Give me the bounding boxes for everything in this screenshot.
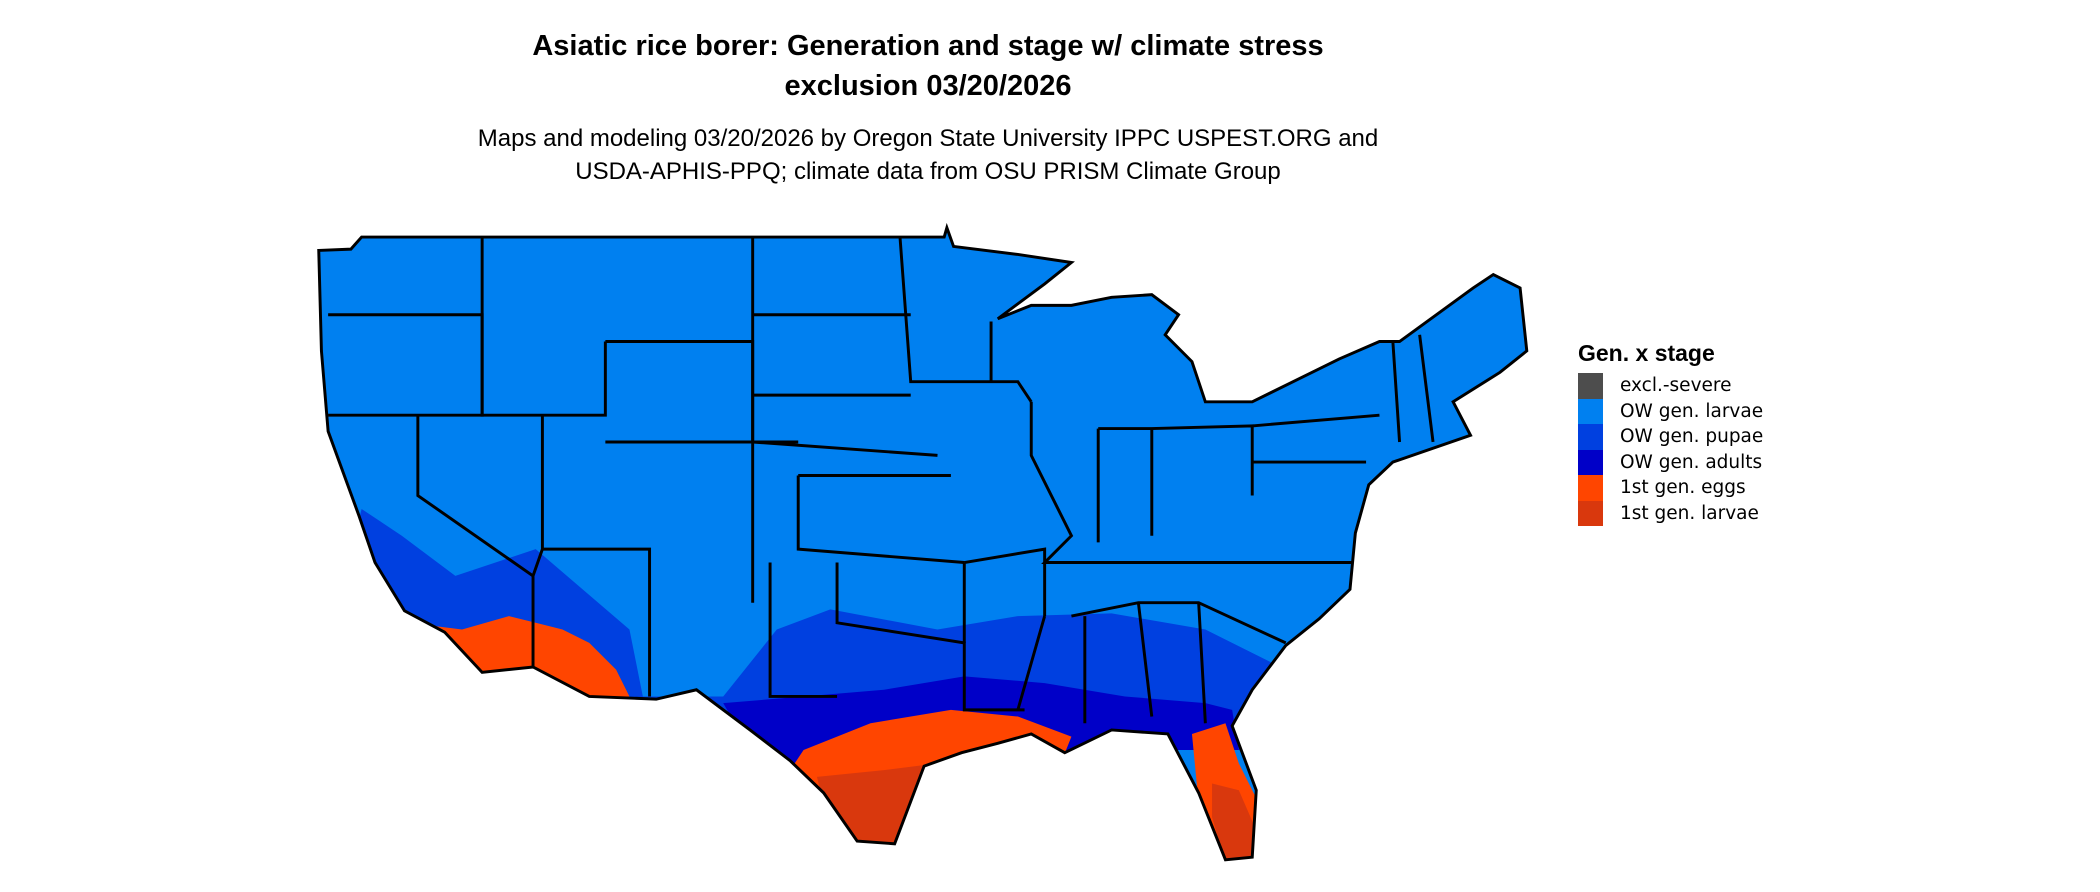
legend-label: excl.-severe <box>1620 375 1732 397</box>
legend-item: 1st gen. larvae <box>1578 500 1763 526</box>
legend-label: 1st gen. larvae <box>1620 502 1759 524</box>
legend-swatch <box>1578 424 1603 450</box>
legend-item: excl.-severe <box>1578 373 1763 399</box>
legend: Gen. x stage excl.-severe OW gen. larvae… <box>1578 340 1763 526</box>
legend-label: OW gen. larvae <box>1620 400 1764 422</box>
legend-label: 1st gen. eggs <box>1620 477 1746 499</box>
map-subtitle-line2: USDA-APHIS-PPQ; climate data from OSU PR… <box>575 158 1281 185</box>
legend-item: 1st gen. eggs <box>1578 475 1763 501</box>
legend-swatch <box>1578 449 1603 475</box>
region-1st-eggs-southwest <box>408 616 630 700</box>
legend-item: OW gen. larvae <box>1578 398 1764 424</box>
legend-title: Gen. x stage <box>1578 340 1715 366</box>
legend-swatch <box>1578 373 1603 399</box>
region-1st-larvae-florida <box>1212 783 1257 860</box>
map-title-line2: exclusion 03/20/2026 <box>784 70 1072 102</box>
legend-swatch <box>1578 500 1603 526</box>
map-title-line1: Asiatic rice borer: Generation and stage… <box>532 30 1324 62</box>
legend-item: OW gen. adults <box>1578 449 1763 475</box>
legend-swatch <box>1578 475 1603 501</box>
state-borders <box>317 226 1529 862</box>
legend-swatch <box>1578 398 1603 424</box>
map-subtitle-line1: Maps and modeling 03/20/2026 by Oregon S… <box>477 125 1379 152</box>
legend-item: OW gen. pupae <box>1578 424 1763 450</box>
legend-label: OW gen. pupae <box>1620 426 1764 448</box>
legend-label: OW gen. adults <box>1620 451 1763 473</box>
